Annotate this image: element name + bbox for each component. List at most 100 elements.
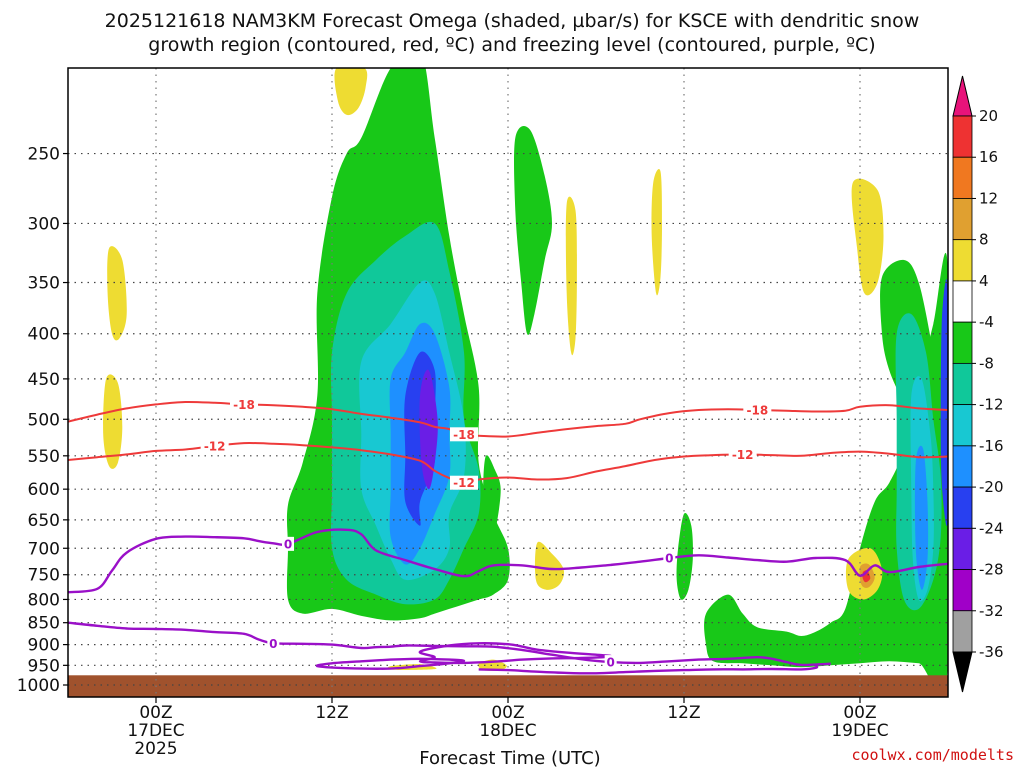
omega-region-yellow_midright xyxy=(565,196,577,356)
x-tick-label-0: 00Z xyxy=(139,703,172,723)
site-credit: coolwx.com/modelts xyxy=(851,746,1014,764)
colorbar-label-12: 12 xyxy=(979,189,998,207)
x-tick-date-24: 18DEC xyxy=(479,721,536,741)
colorbar-label-4: 4 xyxy=(979,272,989,290)
contour-label-freeze_upper-1: 0 xyxy=(665,551,673,565)
contour-label-bg-minus18-0 xyxy=(230,397,258,412)
contour-label-minus18-1: -18 xyxy=(453,428,475,442)
colorbar-bin--20--16 xyxy=(952,445,973,488)
colorbar-bin-8-12 xyxy=(952,198,973,241)
contour-label-bg-freeze_lower-1 xyxy=(604,655,617,670)
contour-label-minus12-0: -12 xyxy=(204,439,226,453)
x-tick-label-12: 12Z xyxy=(315,703,348,723)
omega-region-yellow_left xyxy=(103,374,123,469)
contour-label-freeze_upper-0: 0 xyxy=(284,537,292,551)
y-tick-label-600: 600 xyxy=(28,480,60,500)
contour-label-minus18-2: -18 xyxy=(746,403,768,417)
contour-minus18 xyxy=(68,400,948,438)
colorbar-bin--4-4 xyxy=(952,280,973,323)
y-tick-label-450: 450 xyxy=(28,370,60,390)
colorbar-label--32: -32 xyxy=(979,602,1004,620)
contour-freeze_near_ground xyxy=(478,664,819,675)
y-axis: 250 300 350 400 450 500 550 600 650 700 750 800 850 9… xyxy=(17,145,68,696)
y-tick-label-750: 750 xyxy=(28,566,60,586)
contour-label-bg-minus18-1 xyxy=(450,427,478,442)
y-tick-label-500: 500 xyxy=(28,410,60,430)
contour-label-freeze_lower-1: 0 xyxy=(606,656,614,670)
y-tick-label-550: 550 xyxy=(28,447,60,467)
contour-label-bg-minus18-2 xyxy=(743,402,772,417)
y-tick-label-1000: 1000 xyxy=(17,676,60,696)
contour-freeze_loop_a xyxy=(315,657,466,670)
contour-label-minus12-1: -12 xyxy=(453,476,475,490)
colorbar-bin--28--24 xyxy=(952,527,973,570)
colorbar-over-arrow xyxy=(952,75,973,117)
y-tick-label-400: 400 xyxy=(28,325,60,345)
contour-label-bg-minus12-0 xyxy=(200,438,229,453)
contour-label-bg-freeze_upper-1 xyxy=(663,550,676,565)
colorbar-label-16: 16 xyxy=(979,148,998,166)
omega-region-yellow_lower_mid xyxy=(534,541,565,590)
contour-freeze_lower xyxy=(68,621,831,667)
contour-label-minus18-0: -18 xyxy=(233,398,255,412)
omega-region-yellow_topleft xyxy=(107,246,127,341)
y-tick-label-650: 650 xyxy=(28,511,60,531)
omega-region-yellow_top xyxy=(334,68,368,116)
omega-region-green_right_lower xyxy=(704,252,948,695)
colorbar-label--36: -36 xyxy=(979,643,1004,661)
omega-region-darkblue_right_edge xyxy=(940,279,948,526)
contour-freeze_upper xyxy=(68,528,948,594)
contour-freeze_loop_b xyxy=(418,642,613,665)
colorbar-label--4: -4 xyxy=(979,313,994,331)
colorbar-label--12: -12 xyxy=(979,396,1004,414)
omega-region-yellow_upper_mid xyxy=(651,168,662,296)
contour-label-bg-freeze_lower-0 xyxy=(267,636,280,651)
x-tick-year-0: 2025 xyxy=(134,739,177,759)
colorbar-label-20: 20 xyxy=(979,107,998,125)
colorbar-bin--12--8 xyxy=(952,362,973,406)
x-tick-date-0: 17DEC xyxy=(127,721,184,741)
x-tick-date-48: 19DEC xyxy=(831,721,888,741)
omega-region-yellow_right_high xyxy=(851,178,884,296)
omega-region-blue_right xyxy=(914,445,929,590)
colorbar-label--28: -28 xyxy=(979,561,1004,579)
contour-label-bg-minus12-2 xyxy=(728,447,757,462)
y-tick-label-800: 800 xyxy=(28,590,60,610)
contour-label-bg-freeze_upper-0 xyxy=(282,536,294,551)
x-axis-label: Forecast Time (UTC) xyxy=(419,748,600,768)
contour-label-freeze_lower-0: 0 xyxy=(269,637,277,651)
colorbar-label--20: -20 xyxy=(979,478,1004,496)
contour-label-minus12-2: -12 xyxy=(732,448,754,462)
plot-background xyxy=(68,68,948,697)
colorbar-bin--32--28 xyxy=(952,569,973,612)
x-tick-label-36: 12Z xyxy=(667,703,700,723)
x-tick-label-24: 00Z xyxy=(491,703,524,723)
colorbar-bin--16--12 xyxy=(952,404,973,447)
colorbar-bin-4-8 xyxy=(952,239,973,282)
colorbar-under-arrow xyxy=(952,651,973,693)
colorbar-label--24: -24 xyxy=(979,519,1004,537)
chart-title-line2: growth region (contoured, red, ºC) and f… xyxy=(148,34,875,56)
chart-title-line1: 2025121618 NAM3KM Forecast Omega (shaded… xyxy=(105,10,920,32)
y-tick-label-300: 300 xyxy=(28,214,60,234)
colorbar-label--8: -8 xyxy=(979,354,994,372)
colorbar: 20 16 12 8 4 -4 -8 -12 -16 -20 -24 -28 -32 -36 xyxy=(952,75,1004,693)
y-tick-label-350: 350 xyxy=(28,274,60,294)
grid-lines xyxy=(68,68,948,697)
colorbar-bin-12-16 xyxy=(952,156,973,199)
colorbar-bin--36--32 xyxy=(952,610,973,653)
y-tick-label-250: 250 xyxy=(28,145,60,165)
contour-labels: -18 -18 -18 -12 -12 -12 0 0 0 0 xyxy=(200,397,772,670)
colorbar-label-8: 8 xyxy=(979,231,989,249)
colorbar-bin--8--4 xyxy=(952,321,973,364)
y-tick-label-950: 950 xyxy=(28,656,60,676)
x-tick-label-48: 00Z xyxy=(843,703,876,723)
colorbar-bin-16-20 xyxy=(952,115,973,158)
y-tick-label-850: 850 xyxy=(28,614,60,634)
y-tick-label-700: 700 xyxy=(28,539,60,559)
colorbar-label--16: -16 xyxy=(979,437,1004,455)
contour-label-bg-minus12-1 xyxy=(450,475,478,490)
omega-region-purple_core xyxy=(419,369,438,490)
